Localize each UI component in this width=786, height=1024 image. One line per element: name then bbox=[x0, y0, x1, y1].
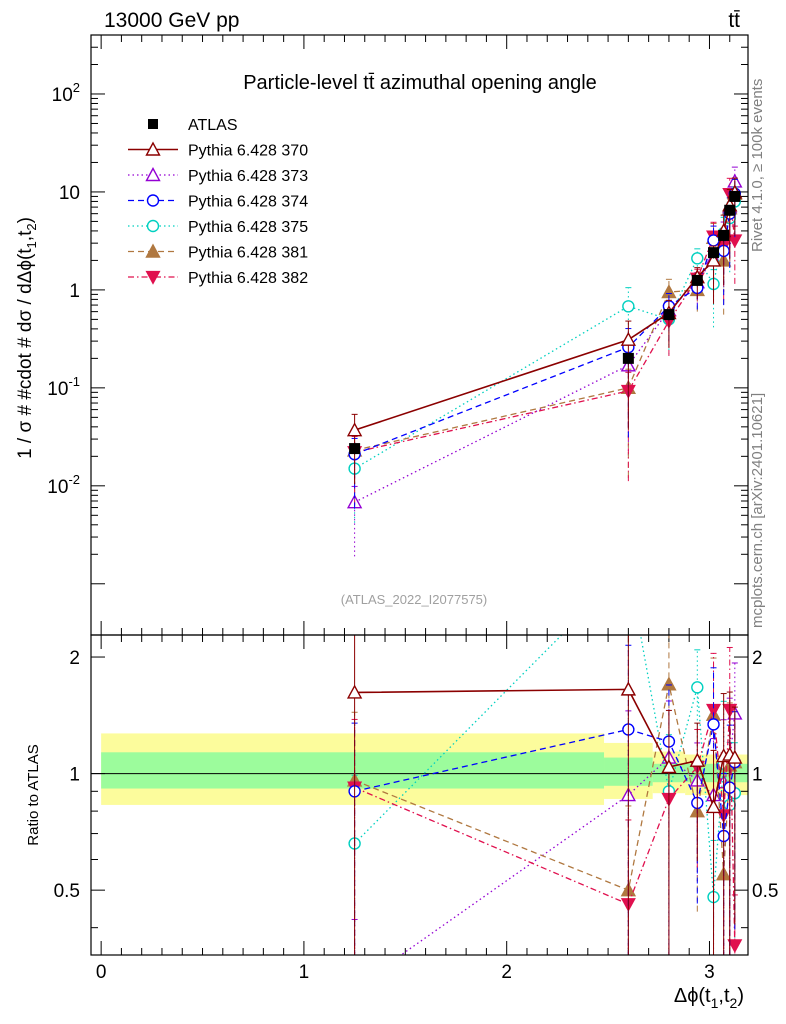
data-point-marker bbox=[729, 190, 741, 202]
legend-entry-p381: Pythia 6.428 381 bbox=[128, 243, 308, 262]
legend-label: Pythia 6.428 381 bbox=[188, 245, 308, 262]
data-point-marker bbox=[724, 204, 736, 216]
x-axis-label: Δϕ(t1,t2) bbox=[674, 985, 744, 1011]
source-label: mcplots.cern.ch [arXiv:2401.10621] bbox=[749, 393, 766, 628]
data-point-marker bbox=[622, 300, 635, 313]
data-point-marker bbox=[146, 219, 160, 233]
ratio-y-tick-label-left: 1 bbox=[69, 765, 80, 786]
data-point-marker bbox=[620, 681, 637, 696]
data-point-marker bbox=[349, 443, 361, 455]
legend-label: Pythia 6.428 373 bbox=[188, 168, 308, 185]
data-point-marker bbox=[718, 229, 730, 241]
main-y-tick-label: 102 bbox=[52, 80, 80, 106]
series-line bbox=[354, 201, 736, 470]
main-y-tick-label: 10 bbox=[59, 183, 80, 204]
data-point-marker bbox=[707, 718, 720, 731]
ratio-y-axis-label: Ratio to ATLAS bbox=[25, 744, 42, 845]
series-line bbox=[354, 193, 736, 455]
main-plot-area bbox=[346, 166, 743, 557]
ratio-axis-ticks: 0.5 0.5 1 1 2 2 0 1 2 3 bbox=[54, 635, 778, 983]
legend-label: Pythia 6.428 374 bbox=[188, 194, 308, 211]
series-line bbox=[354, 181, 736, 503]
x-tick-label: 1 bbox=[299, 962, 310, 983]
ratio-uncertainty-band bbox=[91, 733, 748, 805]
ratio-y-tick-label-right: 0.5 bbox=[752, 881, 778, 902]
x-tick-label: 2 bbox=[501, 962, 512, 983]
legend-entry-p373: Pythia 6.428 373 bbox=[128, 167, 308, 185]
data-point-marker bbox=[691, 274, 703, 286]
ratio-series-line bbox=[354, 724, 736, 837]
chart-title: Particle-level tt̄ azimuthal opening ang… bbox=[243, 72, 597, 94]
analysis-watermark: (ATLAS_2022_I2077575) bbox=[341, 592, 487, 607]
series-atlas bbox=[349, 190, 741, 455]
ratio-plot-area bbox=[346, 635, 743, 955]
data-point-marker bbox=[145, 141, 161, 156]
data-point-marker bbox=[727, 939, 743, 954]
data-point-marker bbox=[346, 684, 363, 699]
legend-label: Pythia 6.428 375 bbox=[188, 219, 308, 236]
legend-entry-p374: Pythia 6.428 374 bbox=[128, 194, 308, 211]
data-point-marker bbox=[689, 752, 705, 767]
x-tick-label: 3 bbox=[704, 962, 715, 983]
legend-entry-p370: Pythia 6.428 370 bbox=[128, 141, 308, 160]
legend-label: Pythia 6.428 370 bbox=[188, 143, 308, 160]
data-point-marker bbox=[148, 119, 158, 129]
ratio-y-tick-label-left: 2 bbox=[69, 648, 80, 669]
legend: ATLAS Pythia 6.428 370 Pythia 6.428 373 Pyt… bbox=[128, 117, 308, 287]
ratio-y-tick-label-right: 2 bbox=[752, 648, 763, 669]
data-point-marker bbox=[663, 309, 675, 321]
rivet-version-label: Rivet 4.1.0, ≥ 100k events bbox=[749, 79, 766, 252]
ratio-series-line bbox=[354, 709, 736, 946]
legend-label: ATLAS bbox=[188, 117, 238, 134]
data-point-marker bbox=[622, 352, 634, 364]
data-point-marker bbox=[705, 252, 722, 267]
main-y-tick-label: 1 bbox=[69, 281, 80, 302]
ratio-series-p370 bbox=[346, 635, 743, 955]
ratio-y-tick-label-left: 0.5 bbox=[54, 881, 80, 902]
legend-entry-atlas: ATLAS bbox=[148, 117, 238, 134]
data-point-marker bbox=[708, 247, 720, 259]
main-axis-ticks: 10-2 10-1 1 10 102 bbox=[47, 34, 748, 635]
energy-label: 13000 GeV pp bbox=[104, 9, 239, 32]
data-point-marker bbox=[661, 759, 677, 774]
data-point-marker bbox=[145, 243, 161, 258]
data-point-marker bbox=[146, 194, 160, 207]
main-y-tick-label: 10-1 bbox=[47, 374, 80, 400]
data-point-marker bbox=[620, 331, 637, 346]
data-point-marker bbox=[705, 798, 722, 814]
data-point-marker bbox=[691, 252, 704, 265]
legend-label: Pythia 6.428 382 bbox=[188, 270, 308, 287]
main-y-tick-label: 10-2 bbox=[47, 472, 80, 498]
data-point-marker bbox=[145, 167, 161, 182]
ratio-y-tick-label-right: 1 bbox=[752, 765, 763, 786]
legend-entry-p382: Pythia 6.428 382 bbox=[128, 270, 308, 287]
data-point-marker bbox=[691, 681, 704, 694]
ratio-panel-frame bbox=[90, 634, 749, 956]
x-tick-label: 0 bbox=[96, 962, 107, 983]
data-point-marker bbox=[145, 270, 161, 285]
data-point-marker bbox=[346, 422, 363, 437]
data-point-marker bbox=[727, 749, 743, 764]
main-y-axis-label: 1 / σ # #cdot # dσ / dΔϕ(t1,t2) bbox=[15, 217, 39, 459]
process-label: tt̄ bbox=[728, 9, 740, 32]
ratio-series-line bbox=[354, 635, 736, 898]
legend-entry-p375: Pythia 6.428 375 bbox=[128, 219, 308, 236]
